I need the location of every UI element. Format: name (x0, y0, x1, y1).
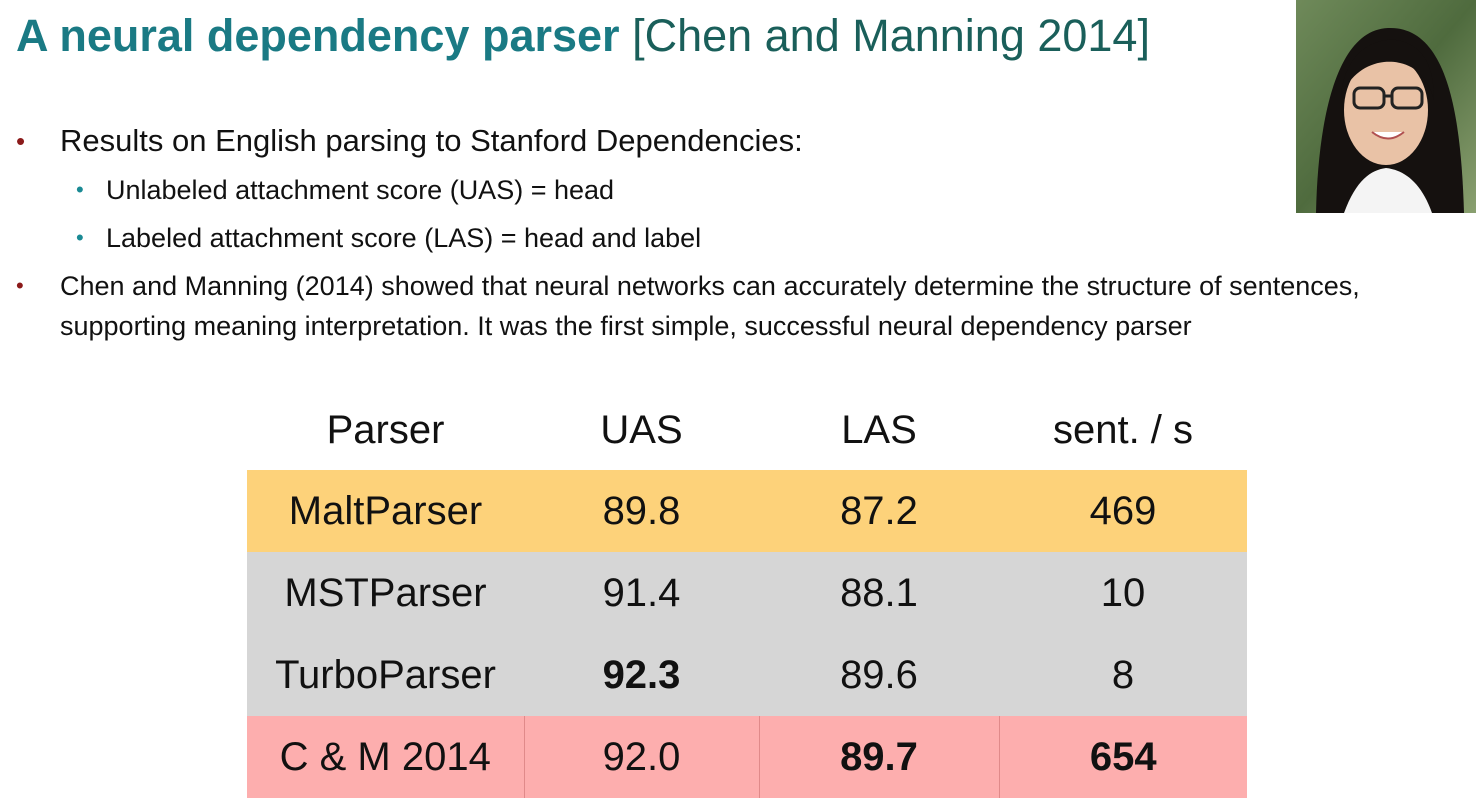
sub-bullet-dot: • (76, 177, 84, 202)
cell-speed: 10 (999, 552, 1247, 634)
cell-las: 89.6 (759, 634, 999, 716)
results-table: Parser UAS LAS sent. / s MaltParser 89.8… (247, 390, 1247, 798)
bullet-dot: • (16, 273, 24, 298)
cell-speed: 469 (999, 470, 1247, 552)
cell-uas: 92.0 (523, 716, 759, 798)
table-row: C & M 2014 92.0 89.7 654 (247, 716, 1247, 798)
bullet-dot: • (16, 126, 26, 156)
bullet-text: Results on English parsing to Stanford D… (60, 123, 803, 158)
cell-speed-best: 654 (998, 716, 1247, 798)
cell-parser: MaltParser (247, 470, 524, 552)
cell-speed: 8 (999, 634, 1247, 716)
cell-uas-best: 92.3 (524, 634, 759, 716)
cell-parser: MSTParser (247, 552, 524, 634)
cell-parser: TurboParser (247, 634, 524, 716)
title-citation: [Chen and Manning 2014] (632, 10, 1150, 61)
header-speed: sent. / s (999, 390, 1247, 470)
header-parser: Parser (247, 390, 524, 470)
table-row: MSTParser 91.4 88.1 10 (247, 552, 1247, 634)
table-row: TurboParser 92.3 89.6 8 (247, 634, 1247, 716)
header-las: LAS (759, 390, 999, 470)
table-header-row: Parser UAS LAS sent. / s (247, 390, 1247, 470)
cell-las-best: 89.7 (758, 716, 999, 798)
cell-las: 87.2 (759, 470, 999, 552)
header-uas: UAS (524, 390, 759, 470)
author-photo (1296, 0, 1476, 213)
cell-uas: 91.4 (524, 552, 759, 634)
cell-parser: C & M 2014 (247, 716, 524, 798)
cell-uas: 89.8 (524, 470, 759, 552)
bullet-chen-manning: Chen and Manning (2014) showed that neur… (60, 271, 1360, 341)
sub-bullet-text: Labeled attachment score (LAS) = head an… (106, 223, 702, 253)
sub-bullet-dot: • (76, 225, 84, 250)
cell-las: 88.1 (759, 552, 999, 634)
sub-bullet-text: Unlabeled attachment score (UAS) = head (106, 175, 615, 205)
slide-title: A neural dependency parser [Chen and Man… (16, 8, 1150, 64)
table-row: MaltParser 89.8 87.2 469 (247, 470, 1247, 552)
title-main: A neural dependency parser (16, 10, 620, 61)
